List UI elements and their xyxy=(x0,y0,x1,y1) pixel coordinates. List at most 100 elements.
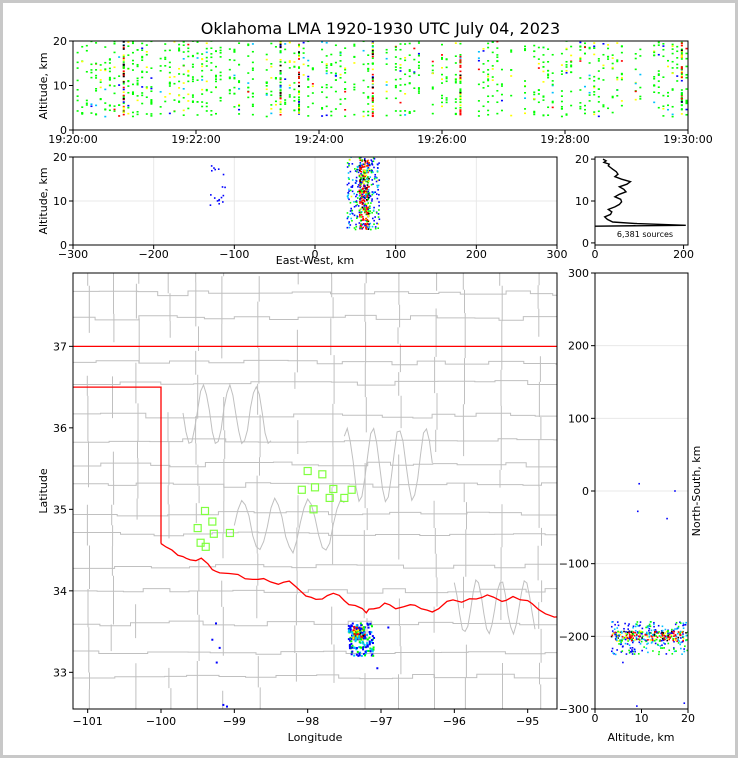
time-height-source xyxy=(441,56,443,59)
map-source xyxy=(364,654,367,657)
ns-source xyxy=(671,632,674,634)
time-height-source xyxy=(597,101,600,103)
time-height-source xyxy=(680,73,683,76)
time-height-source xyxy=(325,55,328,57)
time-height-source xyxy=(298,105,301,108)
time-height-source xyxy=(542,96,545,98)
ew-source xyxy=(363,173,366,175)
map-source xyxy=(353,654,356,657)
time-height-source xyxy=(136,95,139,97)
histogram-y-tick-label: 20 xyxy=(575,153,589,166)
time-height-source xyxy=(491,79,494,81)
time-height-source xyxy=(371,41,374,43)
time-height-source xyxy=(367,70,370,72)
ns-source xyxy=(666,517,668,520)
ns-source xyxy=(615,639,618,642)
ew-source xyxy=(358,215,361,218)
ns-source xyxy=(673,630,676,633)
ew-source xyxy=(374,227,377,230)
ns-source xyxy=(672,629,675,632)
time-height-source xyxy=(131,92,134,95)
time-height-source xyxy=(205,89,208,92)
ns-source xyxy=(646,635,649,638)
time-height-source xyxy=(482,50,485,52)
time-height-source xyxy=(85,102,88,105)
ew-source xyxy=(376,186,379,189)
ew-source xyxy=(364,171,366,174)
time-height-source xyxy=(570,104,573,107)
time-height-source xyxy=(597,88,600,90)
time-height-source xyxy=(362,79,365,82)
time-height-source xyxy=(85,70,88,73)
ns-source xyxy=(618,643,620,645)
time-height-source xyxy=(680,98,683,100)
ns-source xyxy=(624,622,626,625)
ew-source xyxy=(362,208,365,211)
time-height-source xyxy=(560,100,563,103)
ns-source xyxy=(647,638,649,641)
time-height-source xyxy=(583,104,586,107)
time-height-source xyxy=(131,91,134,93)
time-height-source xyxy=(616,42,619,44)
time-height-source xyxy=(325,41,328,44)
ew-source xyxy=(353,168,356,170)
map-source xyxy=(355,647,358,650)
time-height-source xyxy=(542,46,545,49)
time-height-source xyxy=(459,104,462,107)
ew-source xyxy=(367,192,370,194)
map-source xyxy=(358,631,361,634)
ew-source xyxy=(354,182,357,184)
ew-source xyxy=(347,194,349,197)
map-source xyxy=(358,652,361,655)
time-height-source xyxy=(445,101,448,104)
map-source xyxy=(359,628,362,631)
ns-source xyxy=(623,630,625,633)
time-height-source xyxy=(404,83,407,86)
map-source xyxy=(370,631,373,634)
time-height-source xyxy=(265,81,268,84)
time-height-source xyxy=(247,86,250,89)
ew-source xyxy=(363,180,365,182)
county-line xyxy=(330,273,335,683)
time-height-source xyxy=(145,86,148,88)
time-height-source xyxy=(164,65,167,67)
time-height-source xyxy=(454,55,457,57)
time-height-source xyxy=(164,58,167,61)
time-height-source xyxy=(339,103,342,105)
ns-source xyxy=(662,637,665,639)
ns-source xyxy=(637,653,640,655)
ns-source xyxy=(653,623,655,625)
ew-source xyxy=(367,208,369,211)
time-height-source xyxy=(219,71,222,74)
ew-source xyxy=(373,177,376,180)
time-height-source xyxy=(344,109,347,111)
lma-station-marker xyxy=(193,523,202,533)
time-height-source xyxy=(284,101,287,104)
ew-source xyxy=(371,163,374,166)
time-height-source xyxy=(487,95,490,98)
ns-source xyxy=(615,637,618,640)
ew-source xyxy=(363,194,366,197)
ns-source xyxy=(613,652,615,655)
ns-source xyxy=(658,651,660,653)
ew-source xyxy=(214,168,217,171)
map-source xyxy=(350,653,353,656)
time-height-source xyxy=(131,69,134,71)
ns-source xyxy=(663,638,666,641)
ns-source xyxy=(634,650,636,653)
ns-source xyxy=(639,630,642,633)
time-height-source xyxy=(219,49,222,52)
map-source xyxy=(357,637,360,640)
ns-source xyxy=(648,636,651,638)
time-height-source xyxy=(95,88,98,90)
time-height-source xyxy=(182,87,185,90)
time-height-source xyxy=(542,70,545,73)
time-height-source xyxy=(168,85,171,87)
time-height-source xyxy=(524,80,527,82)
time-height-source xyxy=(417,92,420,94)
ns-source xyxy=(624,632,627,635)
time-height-source xyxy=(634,57,637,60)
time-height-source xyxy=(371,76,374,78)
time-height-source xyxy=(182,51,185,53)
time-tick-label: 19:30:00 xyxy=(663,133,712,146)
